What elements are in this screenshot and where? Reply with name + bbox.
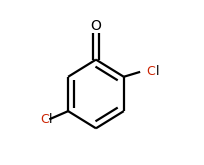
Text: l: l: [49, 113, 53, 126]
Text: l: l: [155, 65, 158, 78]
Text: C: C: [40, 113, 49, 126]
Text: C: C: [146, 65, 155, 78]
Text: O: O: [90, 19, 101, 33]
